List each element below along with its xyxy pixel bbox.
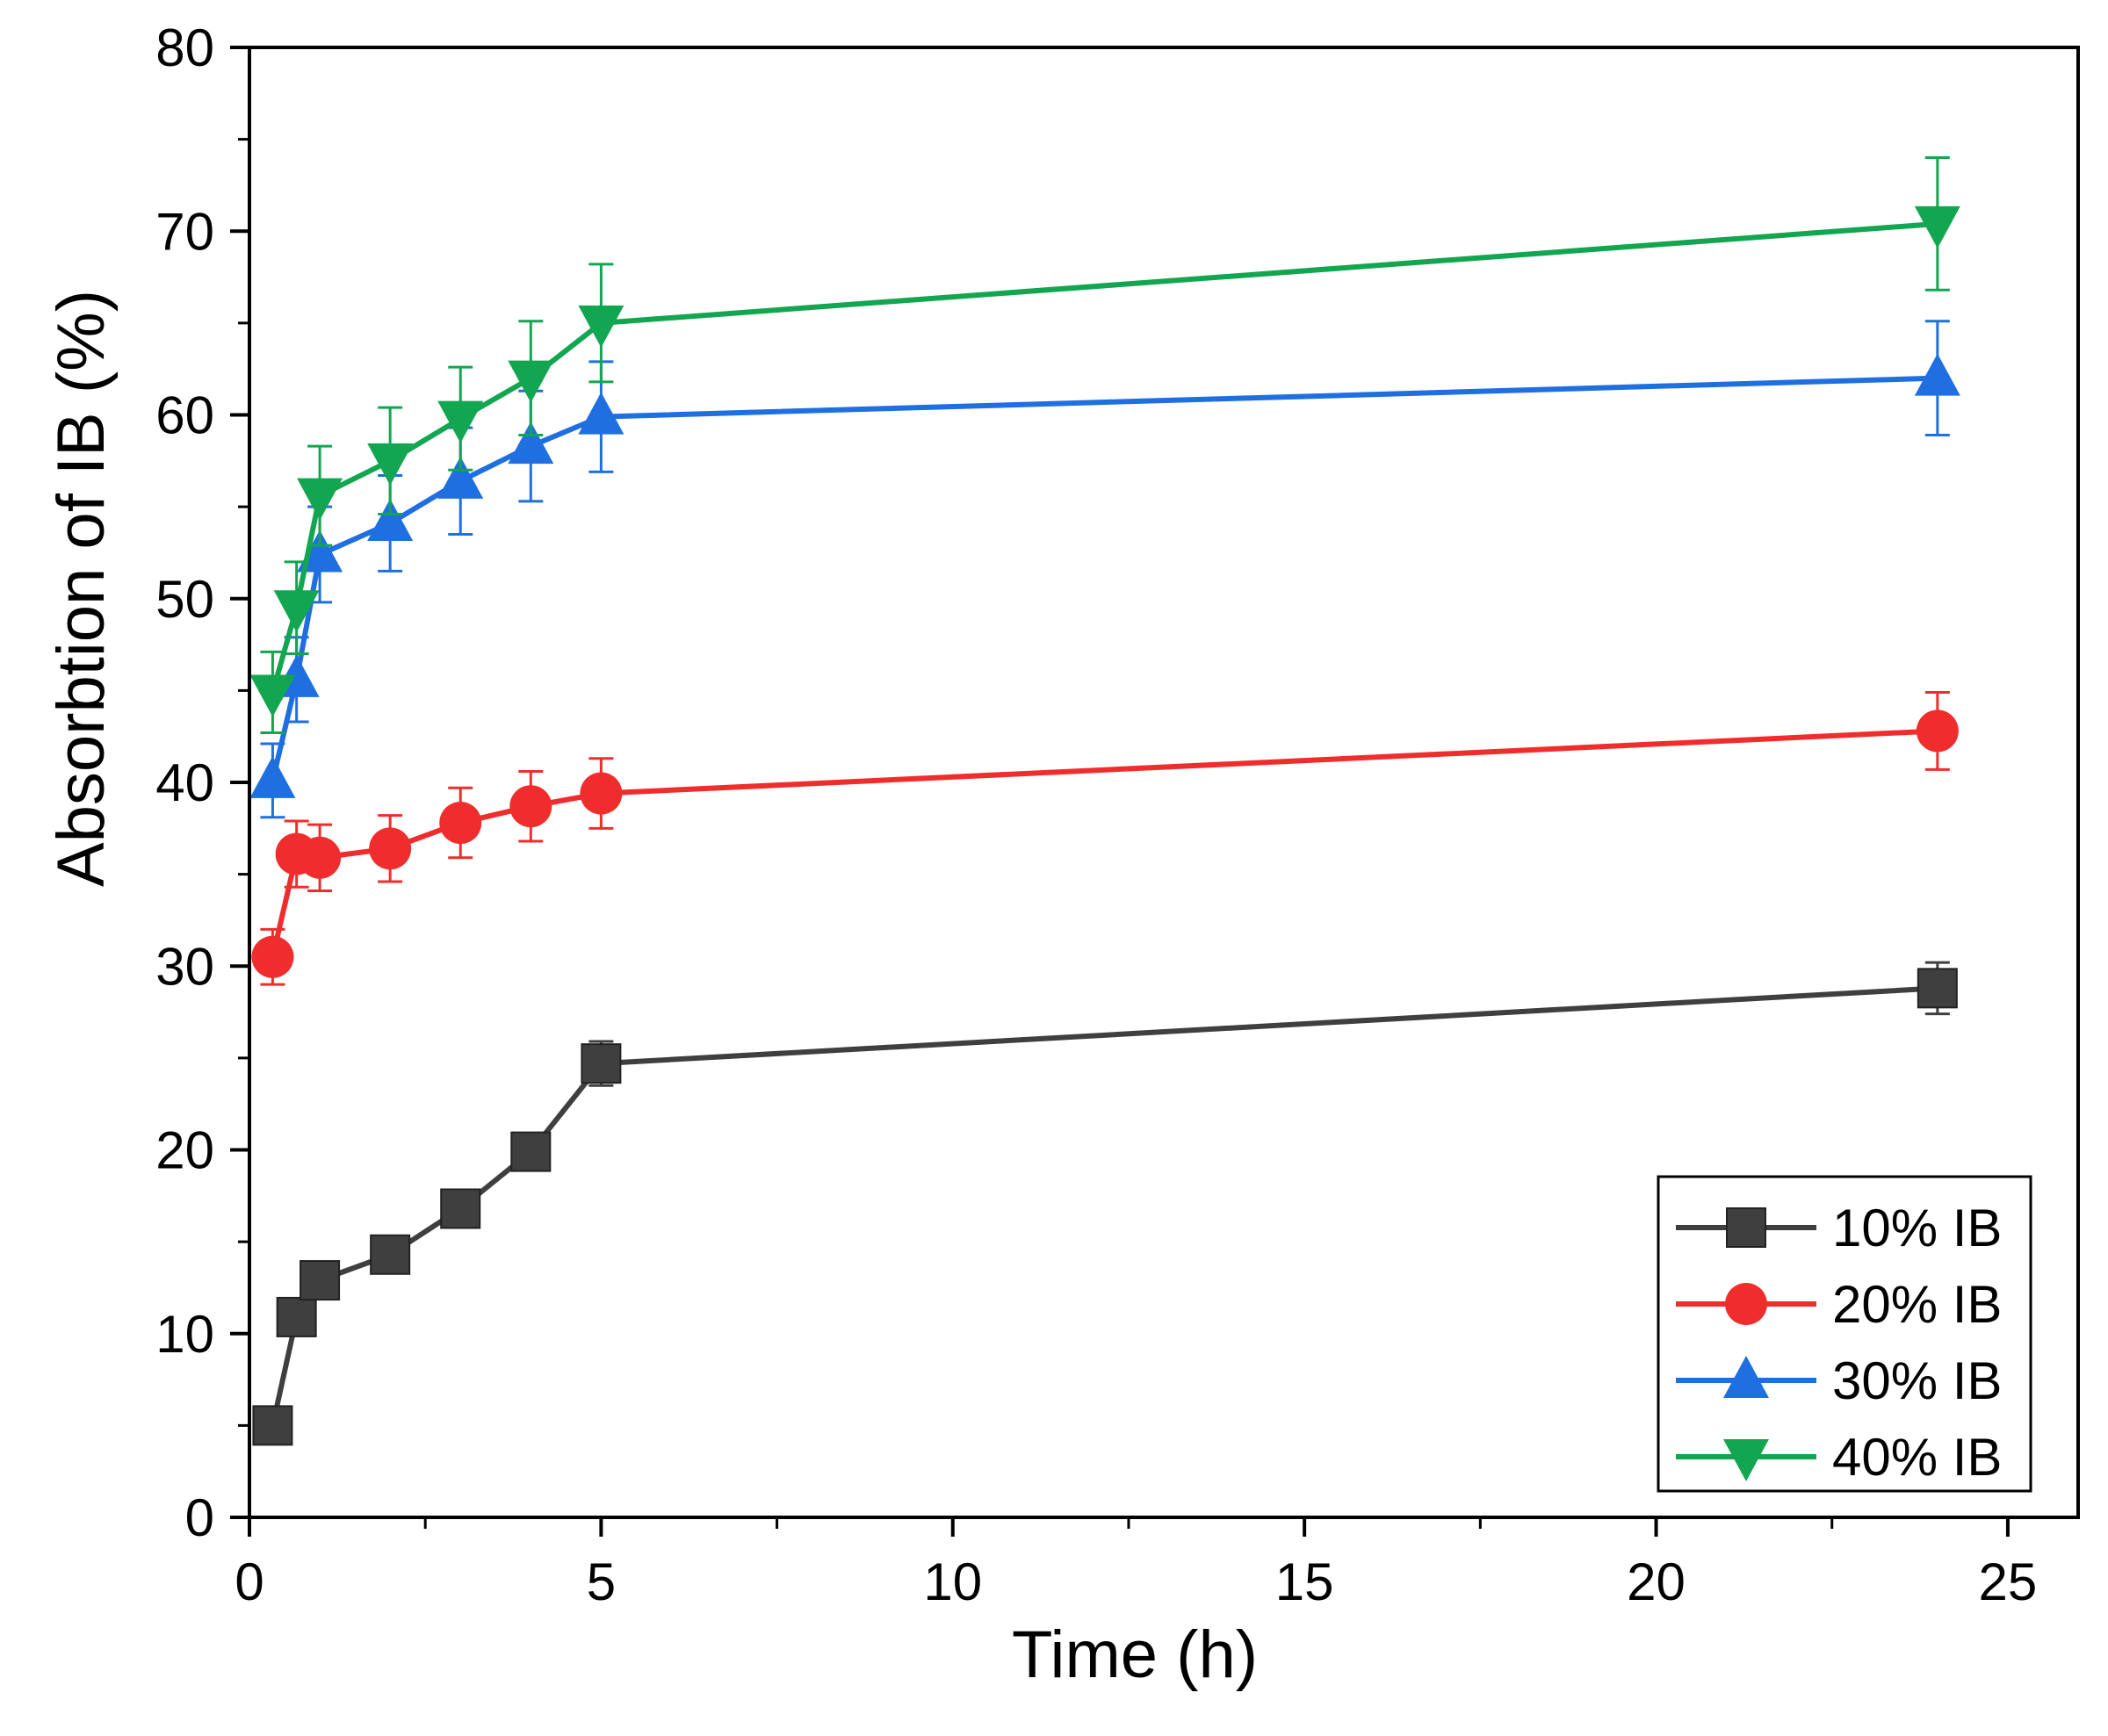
data-point (509, 785, 552, 828)
data-point (1914, 353, 1960, 396)
series-line (270, 728, 1938, 958)
axes: 0 5 10 15 20 25 0 10 20 30 40 50 60 70 80 (155, 18, 2037, 1611)
legend-marker (1723, 1439, 1769, 1481)
data-point (369, 827, 412, 870)
series-4 (249, 156, 1960, 735)
plot-area (249, 156, 1960, 1446)
series-line (270, 220, 1938, 694)
y-axis-title: Absorbtion of IB (%) (44, 290, 119, 887)
data-point (367, 498, 414, 541)
y-tick-label: 0 (185, 1488, 214, 1547)
y-tick-label: 20 (155, 1121, 214, 1180)
series-1 (252, 961, 1958, 1446)
legend: 10% IB 20% IB 30% IB 40% IB (1657, 1175, 2032, 1493)
y-tick-label: 10 (155, 1305, 214, 1364)
x-tick-label: 15 (1275, 1552, 1334, 1611)
data-point (297, 478, 343, 521)
x-tick-label: 25 (1979, 1552, 2038, 1611)
x-tick-label: 5 (587, 1552, 616, 1611)
data-point (508, 360, 554, 403)
data-point (440, 1188, 481, 1229)
data-point (299, 836, 342, 879)
y-tick-label: 30 (155, 937, 214, 996)
data-point (437, 400, 484, 443)
y-tick-label: 40 (155, 753, 214, 812)
y-tick-label: 60 (155, 386, 214, 445)
data-point (581, 1043, 622, 1084)
x-axis-title: Time (h) (1012, 1617, 1258, 1692)
data-point (300, 1260, 341, 1301)
data-point (580, 772, 623, 815)
x-tick-label: 20 (1627, 1552, 1686, 1611)
data-point (249, 755, 296, 798)
legend-marker (1726, 1207, 1766, 1248)
data-point (1917, 968, 1958, 1009)
data-point (437, 456, 484, 499)
data-point (578, 392, 624, 435)
x-tick-label: 0 (235, 1552, 264, 1611)
data-point (251, 935, 294, 978)
data-point (439, 802, 482, 845)
data-point (1914, 205, 1960, 249)
data-point (508, 421, 554, 465)
data-point (1916, 710, 1959, 753)
data-point (276, 1296, 317, 1337)
series-2 (251, 690, 1959, 986)
legend-label: 20% IB (1832, 1275, 2002, 1334)
legend-label: 30% IB (1832, 1351, 2002, 1410)
data-point (249, 674, 296, 717)
legend-marker (1725, 1283, 1767, 1325)
data-point (252, 1405, 293, 1446)
legend-label: 40% IB (1832, 1428, 2002, 1487)
data-point (370, 1234, 411, 1275)
legend-marker (1723, 1356, 1769, 1398)
legend-label: 10% IB (1832, 1199, 2002, 1257)
y-tick-label: 80 (155, 18, 214, 77)
x-tick-label: 10 (923, 1552, 982, 1611)
data-point (578, 305, 624, 348)
y-tick-label: 70 (155, 202, 214, 261)
data-point (510, 1131, 552, 1172)
y-tick-label: 50 (155, 570, 214, 629)
data-point (273, 590, 320, 633)
data-point (367, 443, 414, 486)
